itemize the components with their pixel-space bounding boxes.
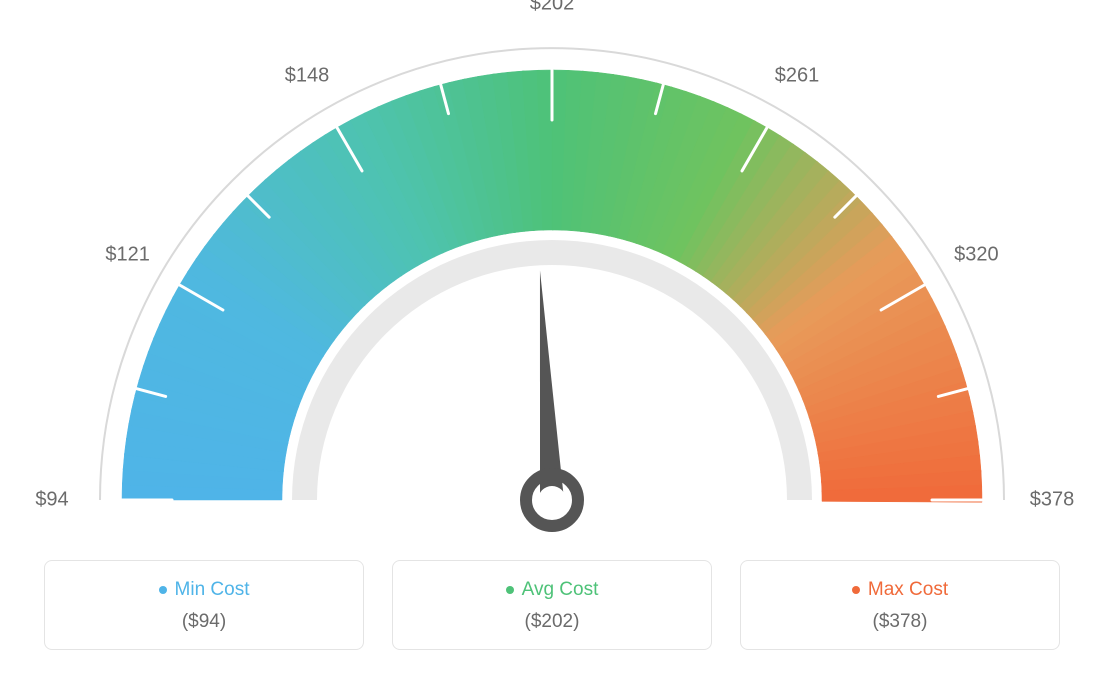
gauge-tick-label: $148 [285, 64, 330, 87]
gauge-tick-label: $378 [1030, 489, 1075, 512]
legend-row: Min Cost ($94) Avg Cost ($202) Max Cost … [0, 560, 1104, 670]
gauge-tick-label: $202 [530, 0, 575, 16]
legend-title-min-text: Min Cost [175, 579, 250, 601]
legend-card-min: Min Cost ($94) [44, 560, 364, 650]
legend-title-min: Min Cost [159, 579, 250, 601]
legend-title-avg-text: Avg Cost [522, 579, 599, 601]
legend-dot-max [852, 586, 860, 594]
legend-title-avg: Avg Cost [506, 579, 599, 601]
legend-card-avg: Avg Cost ($202) [392, 560, 712, 650]
gauge-svg [0, 0, 1104, 560]
legend-dot-min [159, 586, 167, 594]
gauge-tick-label: $121 [105, 244, 150, 267]
legend-dot-avg [506, 586, 514, 594]
gauge-tick-label: $94 [35, 489, 68, 512]
gauge-tick-label: $320 [954, 244, 999, 267]
cost-gauge-chart: $94 $121 $148 $202 $261 $320 $378 [0, 0, 1104, 560]
legend-value-max: ($378) [751, 611, 1049, 633]
gauge-tick-label: $261 [775, 64, 820, 87]
legend-card-max: Max Cost ($378) [740, 560, 1060, 650]
legend-title-max-text: Max Cost [868, 579, 948, 601]
legend-value-avg: ($202) [403, 611, 701, 633]
legend-title-max: Max Cost [852, 579, 948, 601]
legend-value-min: ($94) [55, 611, 353, 633]
